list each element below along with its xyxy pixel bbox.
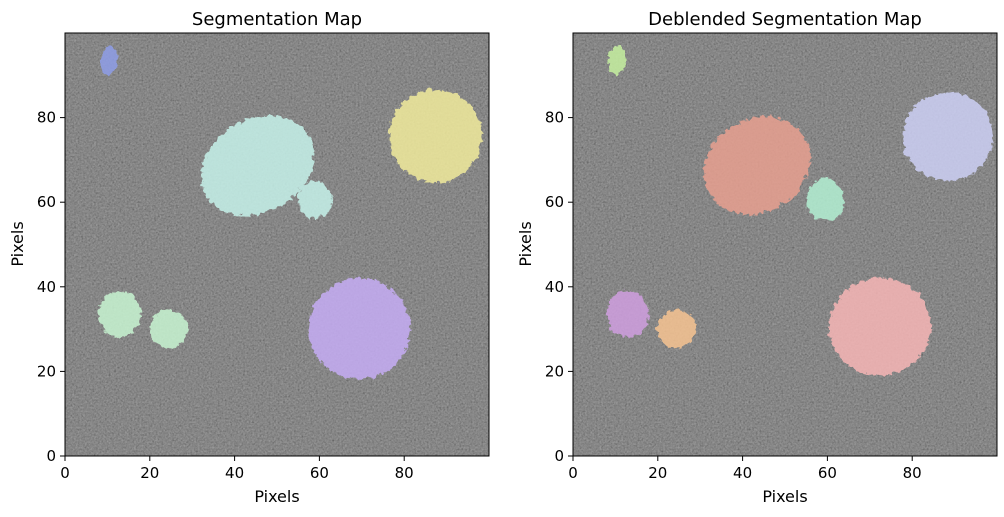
y-tick-label: 40 [545, 278, 564, 296]
y-tick-label: 60 [545, 193, 564, 211]
segment-1-region [98, 43, 116, 74]
y-tick-label: 0 [46, 447, 56, 465]
segment-3-region [702, 115, 809, 213]
segment-5-region [306, 276, 409, 378]
x-tick-label: 0 [60, 464, 70, 482]
segment-4-region [96, 288, 140, 336]
x-tick-label: 20 [648, 464, 667, 482]
y-tick-label: 20 [545, 362, 564, 380]
y-tick-label: 80 [545, 109, 564, 127]
y-tick-label: 20 [37, 362, 56, 380]
segment-4-region [804, 176, 843, 220]
x-tick-label: 60 [310, 464, 329, 482]
segments-layer [604, 43, 991, 374]
x-axis-label: Pixels [254, 487, 299, 506]
x-tick-label: 40 [733, 464, 752, 482]
segment-6-region [655, 307, 694, 347]
x-tick-label: 20 [140, 464, 159, 482]
panel-title: Deblended Segmentation Map [648, 9, 922, 30]
segment-4-region [147, 307, 186, 347]
plot-frame [64, 32, 490, 457]
y-ticks: 0 20 40 60 80 [545, 109, 573, 465]
x-tick-label: 80 [395, 464, 414, 482]
segment-2-region [387, 87, 481, 182]
segment-7-region [827, 276, 930, 374]
segment-3-region [199, 114, 313, 215]
x-tick-label: 0 [568, 464, 578, 482]
segment-3-region [296, 178, 330, 218]
y-tick-label: 40 [37, 278, 56, 296]
y-tick-label: 60 [37, 193, 56, 211]
panel-title: Segmentation Map [192, 9, 362, 30]
segments-layer [96, 43, 481, 378]
y-axis-label: Pixels [8, 221, 27, 266]
plot-frame [572, 32, 998, 457]
segment-2-region [901, 90, 991, 179]
x-tick-label: 60 [818, 464, 837, 482]
y-ticks: 0 20 40 60 80 [37, 109, 65, 465]
y-tick-label: 0 [554, 447, 564, 465]
y-axis-label: Pixels [516, 221, 535, 266]
x-tick-label: 80 [903, 464, 922, 482]
x-ticks: 0 20 40 60 80 [568, 456, 922, 482]
segment-1-region [606, 43, 624, 74]
deblended-segmentation-map-panel: Deblended Segmentation Map 0 20 40 60 80 0 20… [516, 9, 998, 506]
x-ticks: 0 20 40 60 80 [60, 456, 414, 482]
segmentation-map-panel: Segmentation Map 0 20 40 60 80 0 20 40 60 80 Pix… [8, 9, 490, 506]
x-axis-label: Pixels [762, 487, 807, 506]
x-tick-label: 40 [225, 464, 244, 482]
y-tick-label: 80 [37, 109, 56, 127]
segment-5-region [604, 288, 648, 336]
